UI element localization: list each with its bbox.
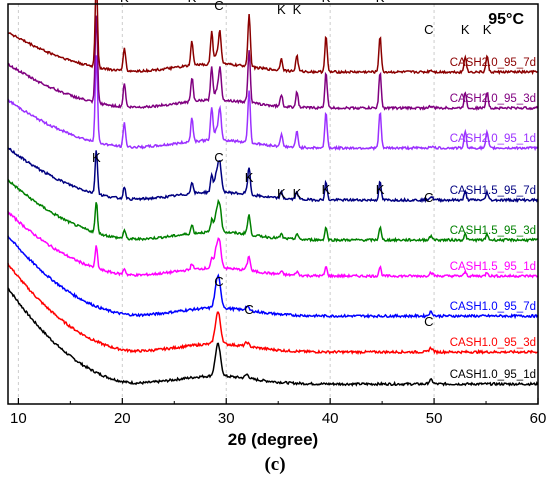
peak-label: K — [376, 0, 385, 5]
peak-label: K — [120, 0, 129, 5]
peak-annotations: KKKKCKKKKKCKKKCKKKKKCCCC — [92, 0, 492, 329]
peak-label: C — [424, 22, 433, 37]
peak-label: C — [244, 302, 253, 317]
peak-label: K — [92, 150, 101, 165]
series-line — [7, 55, 539, 152]
x-tick-label: 50 — [426, 410, 443, 427]
peak-label: K — [322, 0, 331, 5]
peak-label: C — [424, 190, 433, 205]
series-group — [7, 0, 539, 387]
peak-label: K — [322, 182, 331, 197]
series-line — [7, 0, 538, 76]
peak-label: K — [277, 2, 286, 17]
chart-title: 95°C — [488, 11, 524, 28]
series-label: CASH1.5_95_3d — [450, 225, 536, 237]
series-line — [7, 287, 539, 387]
series-line — [7, 179, 538, 243]
peak-label: K — [245, 170, 254, 185]
series-label: CASH1.5_95_7d — [450, 185, 536, 197]
peak-label: K — [461, 22, 470, 37]
peak-label: C — [424, 314, 433, 329]
series-line — [7, 235, 539, 320]
series-line — [7, 147, 539, 204]
x-axis-label: 2θ (degree) — [228, 430, 318, 449]
peak-label: K — [277, 186, 286, 201]
peak-label: K — [293, 2, 302, 17]
peak-label: C — [214, 274, 223, 289]
series-line — [7, 211, 538, 279]
peak-label: K — [293, 186, 302, 201]
series-label: CASH1.0_95_3d — [450, 337, 536, 349]
series-label: CASH2.0_95_7d — [450, 57, 536, 69]
peak-label: K — [205, 0, 214, 1]
series-labels: CASH1.0_95_1d CASH1.0_95_3d CASH1.0_95_7d C… — [450, 57, 536, 381]
x-tick-label: 30 — [218, 410, 235, 427]
series-line — [7, 263, 539, 356]
x-ticks: 10 20 30 40 50 60 — [10, 398, 546, 427]
series-label: CASH1.0_95_1d — [450, 369, 536, 381]
peak-label: C — [214, 150, 223, 165]
x-tick-label: 20 — [114, 410, 131, 427]
peak-label: K — [376, 182, 385, 197]
series-label: CASH1.5_95_1d — [450, 261, 536, 273]
peak-label: K — [483, 22, 492, 37]
series-label: CASH2.0_95_1d — [450, 133, 536, 145]
x-tick-label: 40 — [322, 410, 339, 427]
series-line — [7, 15, 539, 112]
peak-label: K — [188, 0, 197, 5]
x-tick-label: 60 — [530, 410, 547, 427]
x-tick-label: 10 — [10, 410, 27, 427]
plot-frame — [7, 3, 539, 405]
figure-caption: (c) — [264, 454, 286, 475]
series-label: CASH2.0_95_3d — [450, 93, 536, 105]
peak-label: C — [214, 0, 223, 13]
series-label: CASH1.0_95_7d — [450, 301, 536, 313]
